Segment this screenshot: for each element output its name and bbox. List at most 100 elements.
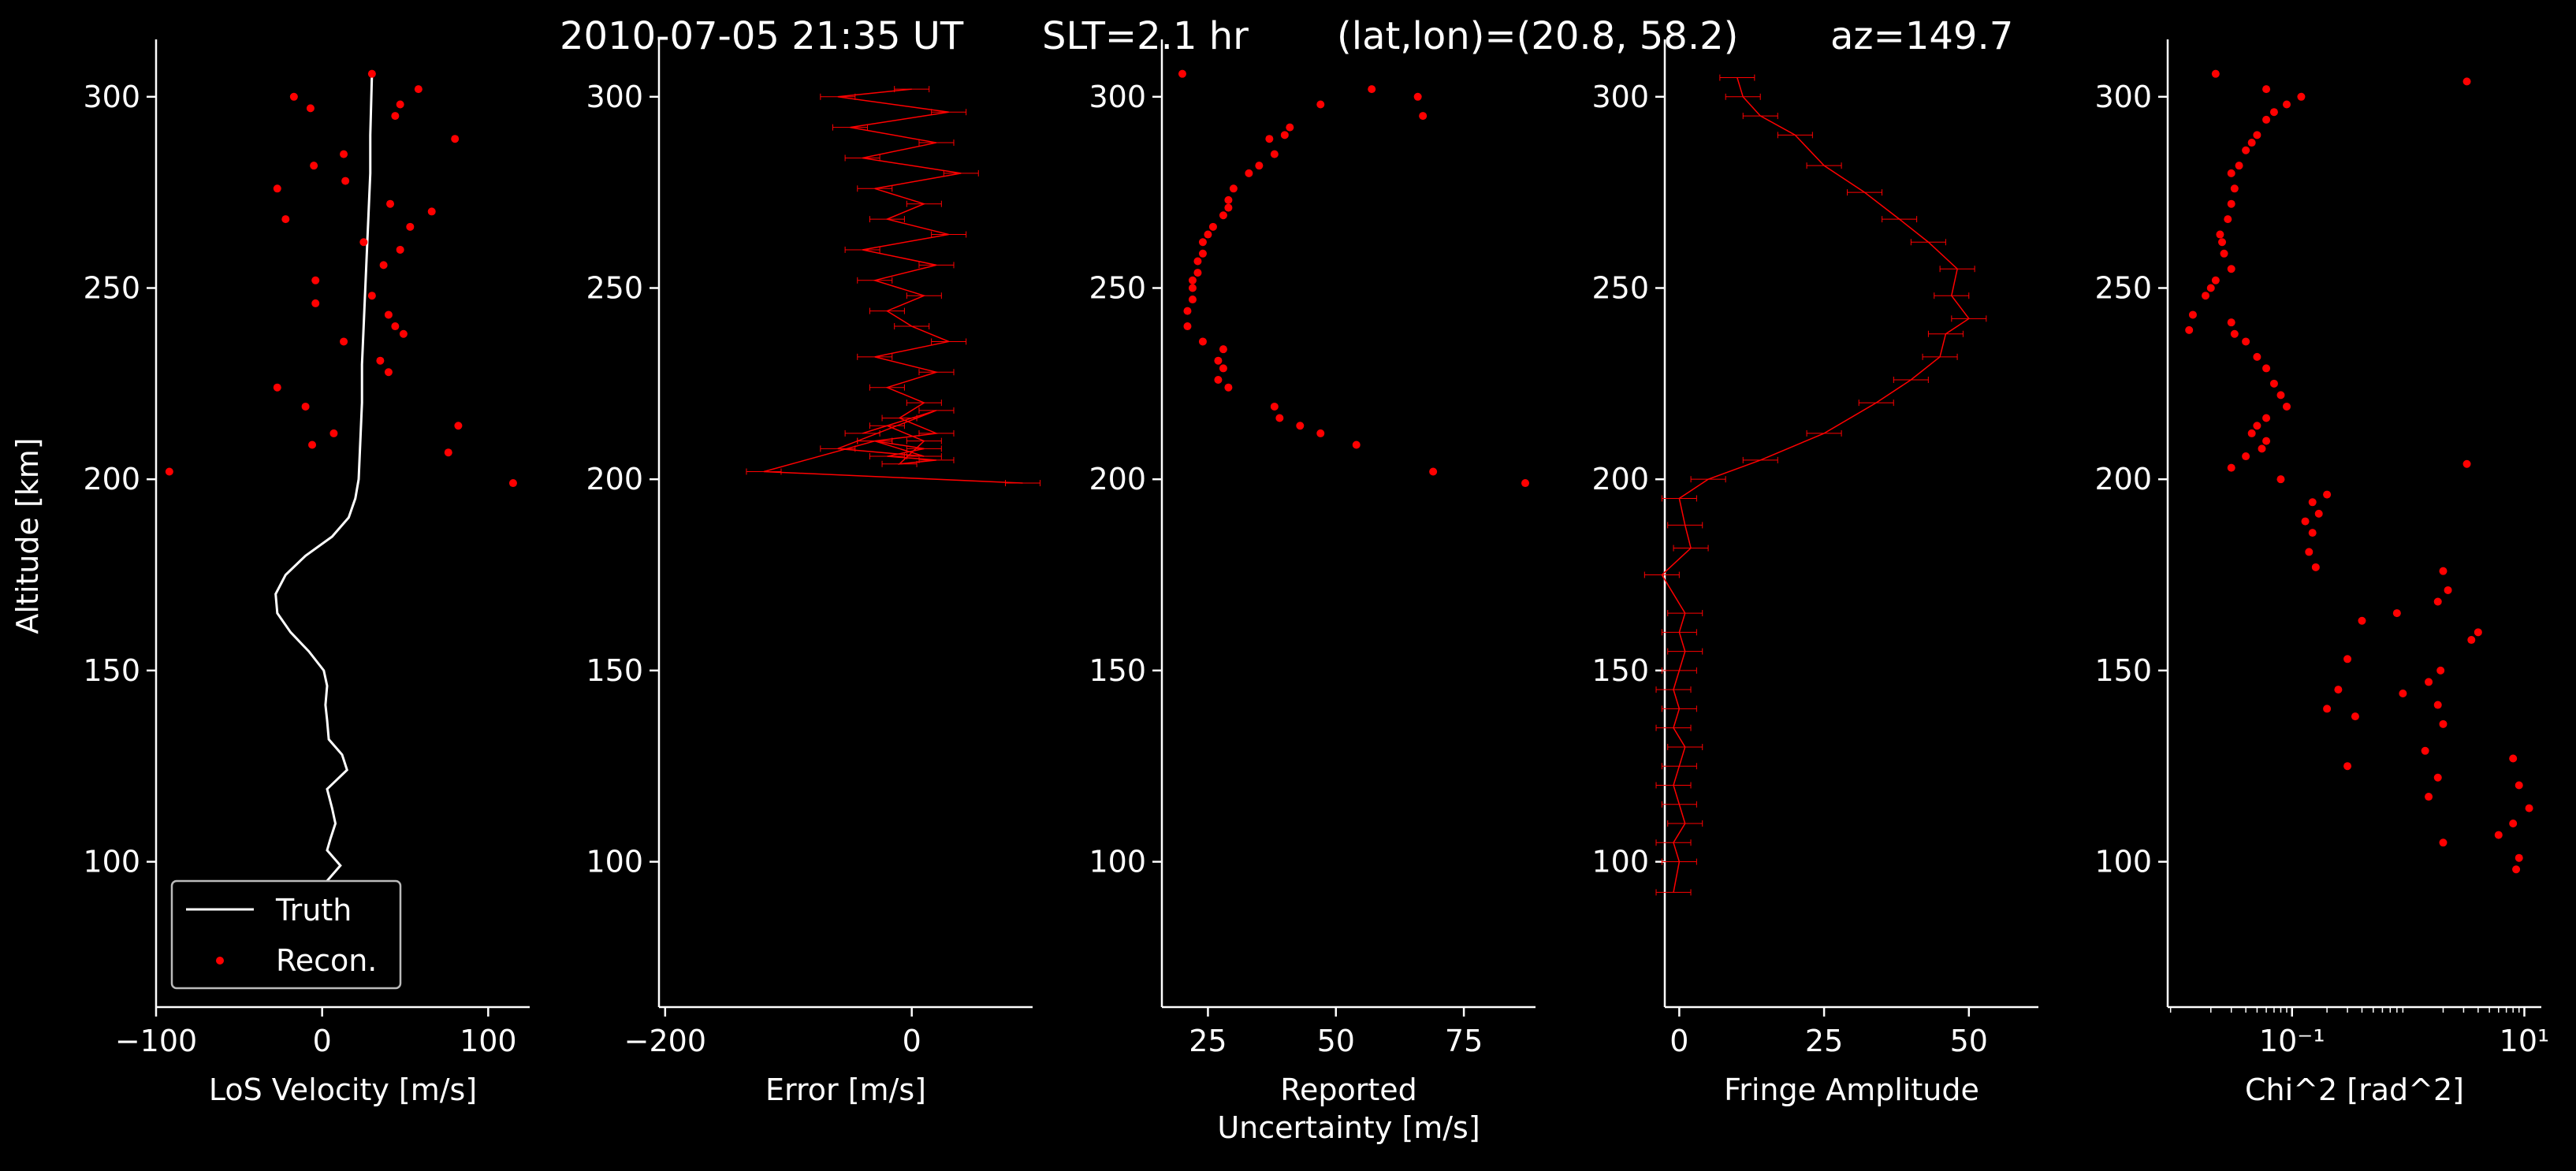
x-tick-label: −100 — [115, 1024, 197, 1058]
data-point — [444, 448, 452, 457]
data-point — [2392, 609, 2401, 618]
data-point — [2515, 781, 2523, 790]
data-point — [1316, 100, 1325, 109]
legend-recon-swatch — [216, 957, 224, 965]
data-point — [406, 222, 415, 231]
data-point — [2425, 678, 2433, 686]
data-point — [1183, 322, 1192, 331]
y-tick-label: 100 — [1089, 845, 1146, 879]
y-tick-label: 300 — [2094, 80, 2152, 114]
y-tick-label: 300 — [1089, 80, 1146, 114]
data-point — [1198, 249, 1207, 258]
data-point — [1193, 269, 1202, 277]
data-point — [454, 422, 463, 430]
data-point — [379, 261, 388, 270]
data-point — [2301, 517, 2310, 526]
data-point — [2253, 422, 2261, 430]
x-tick-label: 25 — [1189, 1024, 1227, 1058]
data-point — [2525, 804, 2533, 812]
data-point — [2235, 162, 2243, 170]
data-point — [1219, 364, 1227, 373]
x-tick-label: 0 — [903, 1024, 921, 1058]
data-point — [2258, 444, 2266, 453]
data-point — [1224, 383, 1233, 392]
data-point — [2253, 352, 2261, 361]
y-tick-label: 300 — [586, 80, 643, 114]
data-point — [384, 310, 393, 319]
data-point — [1413, 92, 1422, 101]
x-tick-label: 75 — [1445, 1024, 1483, 1058]
y-tick-label: 300 — [83, 80, 140, 114]
data-point — [2351, 712, 2359, 721]
y-tick-label: 150 — [586, 653, 643, 688]
data-point — [1214, 375, 1223, 384]
x-axis-label: Chi^2 [rad^2] — [2245, 1072, 2464, 1107]
data-point — [310, 162, 318, 170]
x-axis-label: LoS Velocity [m/s] — [209, 1072, 477, 1107]
data-point — [2311, 563, 2320, 571]
data-point — [391, 112, 400, 121]
data-point — [340, 150, 348, 158]
data-point — [2421, 746, 2429, 755]
y-tick-label: 150 — [2094, 653, 2152, 688]
data-point — [273, 184, 281, 193]
data-point — [2494, 831, 2503, 839]
data-point — [2308, 529, 2317, 537]
data-point — [1188, 296, 1197, 304]
data-point — [427, 207, 436, 216]
y-tick-label: 150 — [1089, 653, 1146, 688]
data-point — [1224, 203, 1233, 212]
data-point — [2206, 284, 2215, 292]
data-point — [2425, 793, 2433, 801]
data-point — [308, 441, 317, 449]
y-tick-label: 150 — [83, 653, 140, 688]
data-point — [2509, 820, 2518, 828]
data-point — [340, 337, 348, 346]
x-tick-label: 25 — [1805, 1024, 1843, 1058]
data-point — [165, 467, 173, 476]
data-point — [2211, 69, 2220, 78]
data-point — [2439, 567, 2448, 575]
data-point — [1193, 257, 1202, 266]
data-point — [1429, 467, 1438, 476]
data-point — [2247, 139, 2256, 147]
data-point — [1219, 345, 1227, 354]
data-point — [2227, 169, 2235, 177]
data-point — [341, 177, 350, 185]
x-axis-label: Uncertainty [m/s] — [1217, 1110, 1480, 1145]
y-tick-label: 150 — [1591, 653, 1649, 688]
data-point — [2433, 773, 2442, 782]
data-point — [2220, 249, 2228, 258]
data-point — [2269, 379, 2278, 388]
data-point — [359, 238, 368, 247]
data-point — [386, 199, 395, 208]
data-point — [1275, 414, 1284, 422]
data-point — [1204, 230, 1212, 239]
data-point — [311, 276, 320, 284]
data-point — [2276, 475, 2285, 484]
truth-line — [274, 73, 374, 894]
data-point — [2227, 463, 2235, 472]
data-point — [301, 402, 310, 411]
x-axis-label: Reported — [1280, 1072, 1416, 1107]
data-point — [2462, 459, 2471, 468]
y-tick-label: 200 — [83, 462, 140, 496]
x-tick-label: −200 — [624, 1024, 706, 1058]
data-point — [384, 368, 393, 377]
x-tick-label: 100 — [460, 1024, 517, 1058]
data-line — [763, 88, 1023, 484]
data-point — [2323, 490, 2332, 499]
data-point — [1286, 123, 1294, 132]
y-tick-label: 250 — [1591, 270, 1649, 305]
y-tick-label: 250 — [586, 270, 643, 305]
x-tick-label: 0 — [1670, 1024, 1688, 1058]
data-point — [1521, 479, 1530, 488]
data-point — [2262, 364, 2271, 373]
data-point — [273, 383, 281, 392]
data-point — [2433, 597, 2442, 606]
figure-title-azimuth: az=149.7 — [1830, 14, 2014, 58]
data-point — [2515, 853, 2523, 862]
data-point — [2227, 199, 2235, 208]
data-point — [1198, 337, 1207, 346]
